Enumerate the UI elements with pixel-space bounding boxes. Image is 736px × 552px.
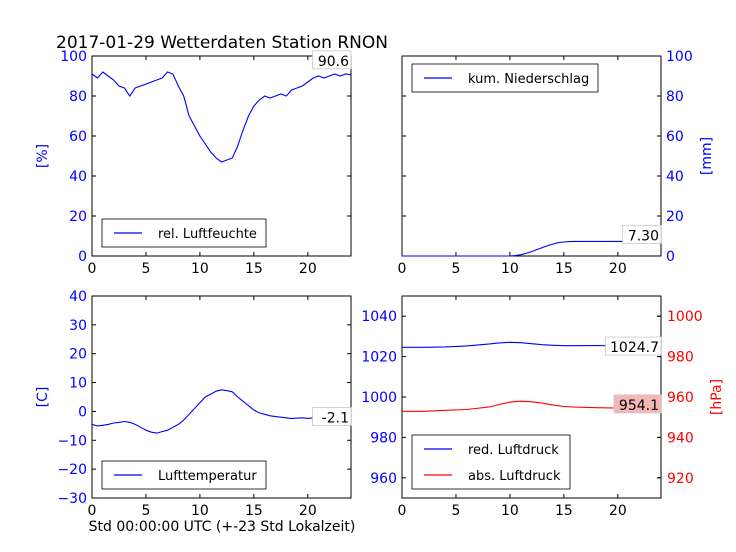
temperature-ytick-label: 0 [78, 404, 87, 420]
humidity-frame [91, 55, 352, 257]
pressure-callout-reduced: 1024.7 [610, 340, 659, 356]
temperature-series-line-0 [91, 389, 351, 434]
humidity-xtick-label: 15 [245, 261, 263, 277]
humidity-ytick-label: 80 [69, 89, 87, 105]
precip-callout-box [622, 224, 662, 244]
humidity-ytick-label: 100 [60, 49, 87, 65]
humidity-xtick-label: 5 [141, 261, 150, 277]
pressure-legend-box [411, 434, 571, 490]
pressure-xtick-label: 0 [398, 503, 407, 519]
precip-ylabel: [mm] [699, 137, 715, 175]
pressure-xtick-label: 10 [501, 503, 519, 519]
humidity-xtick-label: 0 [88, 261, 97, 277]
precip-legend-label: kum. Niederschlag [468, 72, 589, 87]
pressure-xtick-label: 20 [609, 503, 627, 519]
humidity-xtick-label: 10 [191, 261, 209, 277]
humidity-series-line-0 [91, 71, 352, 163]
pressure-ytick-right-label: 920 [667, 471, 694, 487]
pressure-panel: 0 5 10 15 20 960 980 1000 1020 1040 920 940 960 980 10… [361, 295, 725, 519]
humidity-callout: 90.6 [318, 54, 349, 70]
humidity-ytick-label: 0 [78, 249, 87, 265]
precip-ytick-label: 100 [666, 49, 693, 65]
temperature-ytick-label: 20 [69, 347, 87, 363]
temperature-ytick-label: −10 [57, 433, 87, 449]
temperature-ytick-label: −30 [57, 491, 87, 507]
humidity-legend-label: rel. Luftfeuchte [158, 227, 257, 242]
temperature-panel: 0 5 10 15 20 −30 −20 −10 0 10 20 30 40 [C] Lufttempera… [35, 289, 352, 519]
temperature-ylabel: [C] [35, 387, 51, 408]
pressure-xtick-label: 15 [555, 503, 573, 519]
pressure-series-line-0 [402, 341, 662, 348]
pressure-ytick-right-label: 1000 [667, 309, 703, 325]
temperature-legend-label: Lufttemperatur [158, 469, 257, 484]
precip-xtick-label: 20 [609, 261, 627, 277]
temperature-callout: -2.1 [322, 410, 349, 426]
temperature-frame [91, 295, 352, 499]
humidity-panel: 0 5 10 15 20 0 20 40 60 80 100 [%] rel. Luftfeuchte 9… [35, 49, 352, 277]
temperature-xtick-label: 15 [245, 503, 263, 519]
humidity-callout-box [312, 50, 352, 70]
temperature-callout-box [312, 407, 352, 426]
temperature-xtick-label: 10 [191, 503, 209, 519]
pressure-legend-label: abs. Luftdruck [468, 469, 561, 484]
pressure-callout-absolute-box [613, 394, 662, 414]
humidity-ytick-label: 60 [69, 129, 87, 145]
pressure-ytick-label: 980 [370, 430, 397, 446]
temperature-xtick-label: 0 [88, 503, 97, 519]
pressure-ytick-right-label: 940 [667, 430, 694, 446]
precip-ytick-label: 20 [666, 209, 684, 225]
precip-xtick-label: 5 [451, 261, 460, 277]
humidity-ytick-label: 40 [69, 169, 87, 185]
precip-ytick-label: 0 [666, 249, 675, 265]
temperature-xtick-label: 5 [141, 503, 150, 519]
humidity-ylabel: [%] [35, 144, 51, 168]
temperature-xtick-label: 20 [299, 503, 317, 519]
precip-xtick-label: 0 [398, 261, 407, 277]
humidity-ytick-label: 20 [69, 209, 87, 225]
temperature-ytick-label: −20 [57, 462, 87, 478]
precip-xtick-label: 15 [555, 261, 573, 277]
figure-title: 2017-01-29 Wetterdaten Station RNON [56, 33, 388, 53]
figure-xlabel: Std 00:00:00 UTC (+-23 Std Lokalzeit) [89, 519, 356, 535]
pressure-ytick-right-label: 960 [667, 390, 694, 406]
pressure-legend-label: red. Luftdruck [468, 443, 559, 458]
pressure-ytick-label: 960 [370, 471, 397, 487]
temperature-ytick-label: 40 [69, 289, 87, 305]
precip-xtick-label: 10 [501, 261, 519, 277]
pressure-ylabel-right: [hPa] [709, 379, 725, 415]
pressure-xtick-label: 5 [451, 503, 460, 519]
pressure-ytick-label: 1020 [361, 350, 397, 366]
pressure-callout-absolute: 954.1 [619, 398, 659, 414]
precip-ytick-label: 40 [666, 169, 684, 185]
humidity-xtick-label: 20 [299, 261, 317, 277]
precip-ytick-label: 80 [666, 89, 684, 105]
pressure-callout-reduced-box [605, 336, 662, 356]
temperature-ytick-label: 30 [69, 318, 87, 334]
precip-ytick-label: 60 [666, 129, 684, 145]
pressure-series-line-1 [402, 400, 662, 412]
pressure-ytick-label: 1040 [361, 309, 397, 325]
precip-callout: 7.30 [628, 228, 659, 244]
precip-panel: 0 5 10 15 20 0 20 40 60 80 100 [mm] kum. Niederschla… [398, 49, 715, 277]
pressure-ytick-label: 1000 [361, 390, 397, 406]
pressure-ytick-right-label: 980 [667, 350, 694, 366]
precip-series-line-0 [402, 240, 661, 257]
precip-frame [401, 55, 662, 257]
temperature-ytick-label: 10 [69, 376, 87, 392]
